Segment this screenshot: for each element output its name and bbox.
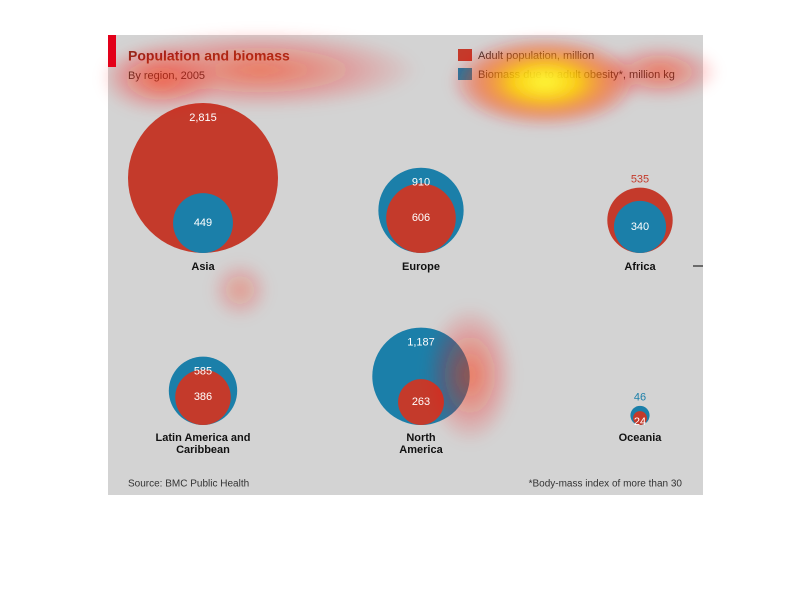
legend-label: Adult population, million bbox=[478, 50, 594, 62]
accent-bar bbox=[108, 35, 116, 67]
chart-title: Population and biomass bbox=[128, 48, 290, 64]
value-label: 1,187 bbox=[407, 337, 435, 349]
footnote: *Body-mass index of more than 30 bbox=[529, 479, 683, 490]
category-label: Europe bbox=[402, 261, 440, 273]
chart-subtitle: By region, 2005 bbox=[128, 70, 205, 82]
bubble-inner bbox=[633, 411, 647, 425]
value-label: 449 bbox=[194, 217, 212, 229]
category-label: North America bbox=[399, 432, 443, 456]
value-label: 910 bbox=[412, 177, 430, 189]
bubble-inner bbox=[386, 183, 456, 253]
legend-label: Biomass due to adult obesity*, million k… bbox=[478, 69, 675, 81]
value-label: 585 bbox=[194, 366, 212, 378]
bubble-outer bbox=[128, 103, 278, 253]
category-label: Asia bbox=[191, 261, 215, 273]
bubble-inner bbox=[175, 369, 231, 425]
legend-swatch bbox=[458, 49, 472, 61]
source: Source: BMC Public Health bbox=[128, 479, 249, 490]
category-label: Africa bbox=[624, 261, 656, 273]
value-label: 24 bbox=[634, 416, 646, 428]
value-label: 386 bbox=[194, 391, 212, 403]
category-label: Latin America and Caribbean bbox=[155, 432, 251, 456]
bubble-inner bbox=[613, 200, 667, 253]
bubble-inner bbox=[173, 193, 233, 253]
category-label: Oceania bbox=[618, 432, 662, 444]
value-label: 535 bbox=[631, 174, 649, 186]
value-label: 340 bbox=[631, 221, 649, 233]
legend-swatch bbox=[458, 68, 472, 80]
value-label: 263 bbox=[412, 396, 430, 408]
value-label: 606 bbox=[412, 212, 430, 224]
value-label: 46 bbox=[634, 392, 646, 404]
value-label: 2,815 bbox=[189, 112, 217, 124]
